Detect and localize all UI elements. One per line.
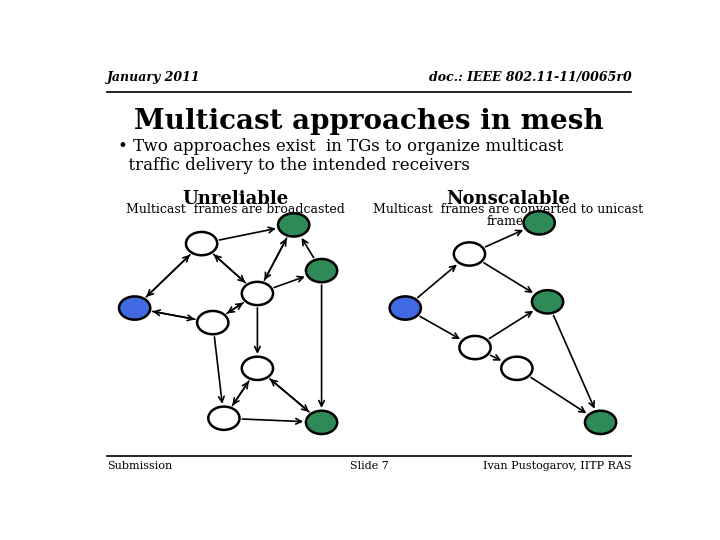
Circle shape: [532, 290, 563, 313]
Text: • Two approaches exist  in TGs to organize multicast: • Two approaches exist in TGs to organiz…: [118, 138, 563, 154]
Circle shape: [306, 259, 337, 282]
Circle shape: [119, 296, 150, 320]
Circle shape: [501, 357, 533, 380]
Circle shape: [242, 357, 273, 380]
Circle shape: [585, 411, 616, 434]
Text: Nonscalable: Nonscalable: [446, 190, 570, 207]
Text: frames: frames: [487, 215, 531, 228]
Text: Multicast approaches in mesh: Multicast approaches in mesh: [134, 109, 604, 136]
Circle shape: [242, 282, 273, 305]
Text: traffic delivery to the intended receivers: traffic delivery to the intended receive…: [118, 157, 469, 174]
Text: Ivan Pustogarov, IITP RAS: Ivan Pustogarov, IITP RAS: [482, 461, 631, 471]
Text: January 2011: January 2011: [107, 71, 200, 84]
Circle shape: [459, 336, 490, 359]
Circle shape: [186, 232, 217, 255]
Circle shape: [454, 242, 485, 266]
Text: Slide 7: Slide 7: [350, 461, 388, 471]
Circle shape: [523, 211, 555, 234]
Text: Multicast  frames are converted to unicast: Multicast frames are converted to unicas…: [374, 203, 644, 216]
Circle shape: [278, 213, 310, 237]
Text: Multicast  frames are broadcasted: Multicast frames are broadcasted: [126, 203, 344, 216]
Text: Submission: Submission: [107, 461, 172, 471]
Circle shape: [208, 407, 240, 430]
Circle shape: [306, 411, 337, 434]
Circle shape: [390, 296, 421, 320]
Circle shape: [197, 311, 228, 334]
Text: doc.: IEEE 802.11-11/0065r0: doc.: IEEE 802.11-11/0065r0: [428, 71, 631, 84]
Text: Unreliable: Unreliable: [182, 190, 288, 207]
